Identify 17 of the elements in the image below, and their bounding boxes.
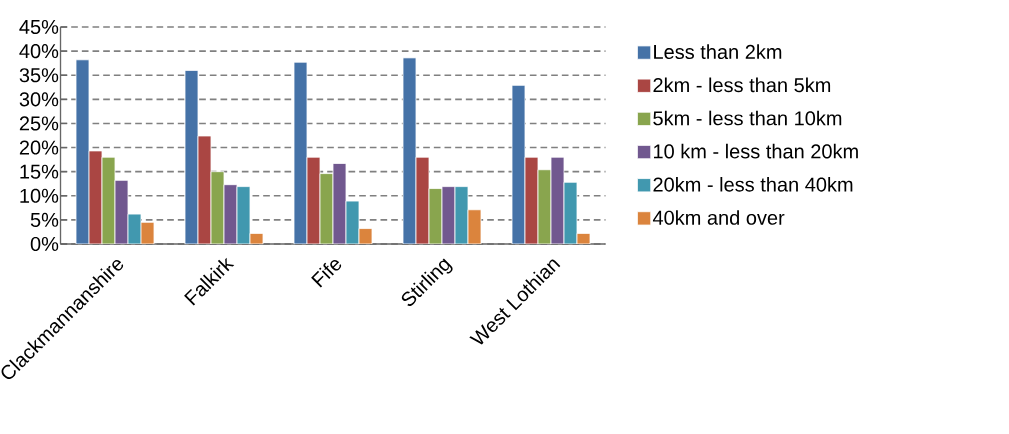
legend-label: 2km - less than 5km	[653, 77, 831, 93]
y-tick-label: 30%	[19, 92, 59, 107]
y-tick-label: 15%	[20, 164, 59, 179]
y-tick-label: 20%	[19, 140, 59, 155]
legend-label: 5km - less than 10km	[653, 110, 842, 126]
x-tick-label: Fife	[311, 259, 342, 288]
y-tick-label: 10%	[20, 188, 59, 203]
y-tick-label: 0%	[30, 236, 59, 252]
y-tick-label: 35%	[19, 68, 59, 83]
y-tick-label: 25%	[19, 116, 59, 131]
y-tick-label: 45%	[19, 19, 59, 35]
legend-label: 10 km - less than 20km	[654, 143, 858, 159]
legend-label: 40km and over	[652, 210, 785, 225]
legend-label: Less than 2km	[654, 44, 782, 60]
y-tick-label: 40%	[19, 44, 59, 59]
y-tick-label: 5%	[30, 212, 59, 227]
legend-label: 20km - less than 40km	[653, 176, 853, 192]
